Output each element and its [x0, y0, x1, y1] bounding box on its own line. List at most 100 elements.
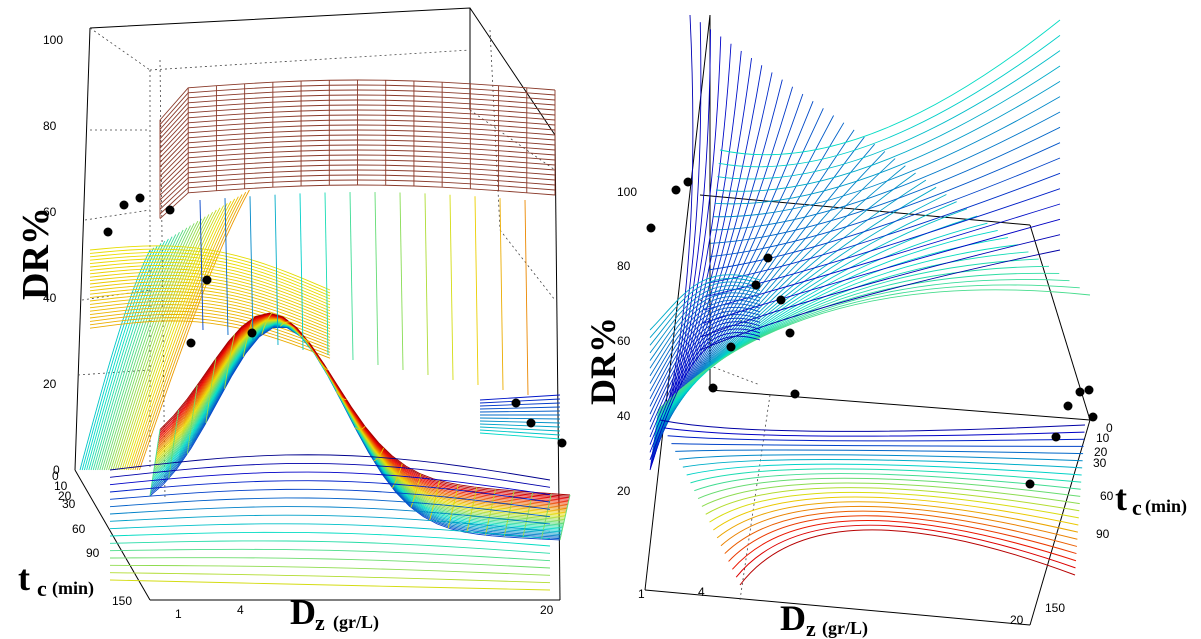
- left-mesh-line: [79, 249, 151, 471]
- right-mesh-line: [649, 292, 761, 369]
- left-mesh-line: [109, 579, 551, 591]
- right-y-axis-unit: (min): [1145, 496, 1187, 517]
- right-data-point: [1084, 385, 1094, 395]
- right-mesh-line: [649, 274, 761, 331]
- left-mesh-line: [90, 238, 169, 471]
- left-mesh-line: [474, 196, 479, 386]
- left-mesh-line: [109, 462, 551, 488]
- left-mesh-line: [109, 497, 551, 518]
- left-mesh-line: [391, 463, 403, 489]
- left-z-tick-label: 20: [43, 377, 57, 391]
- left-mesh-line: [522, 492, 534, 539]
- right-mesh-line: [714, 80, 1061, 205]
- left-y-axis-main: t: [18, 558, 30, 598]
- left-mesh-line: [424, 193, 429, 376]
- right-surface-mesh: [649, 14, 1091, 471]
- right-mesh-line: [649, 328, 761, 445]
- right-y-axis-label: t c (min): [1115, 478, 1187, 520]
- right-mesh-line: [649, 303, 761, 392]
- left-z-tick-label: 80: [43, 119, 57, 133]
- left-mesh-line: [108, 220, 199, 471]
- left-mesh-line: [86, 243, 162, 471]
- left-mesh-line: [123, 205, 225, 471]
- left-mesh-line: [298, 334, 310, 343]
- right-contour-line: [697, 477, 1081, 500]
- left-mesh-line: [97, 232, 180, 471]
- left-mesh-line: [109, 514, 551, 532]
- left-x-tick-label: 20: [540, 603, 554, 617]
- right-mesh-line: [649, 296, 761, 377]
- left-z-tick-label: 100: [43, 33, 63, 47]
- right-z-tick-label: 80: [617, 259, 631, 273]
- right-x-axis-sub: z: [806, 616, 816, 639]
- left-data-point: [526, 418, 536, 428]
- right-z-tick-label: 60: [617, 334, 631, 348]
- left-mesh-line: [479, 429, 561, 436]
- left-mesh-line: [479, 417, 561, 420]
- right-x-axis-unit: (gr/L): [822, 618, 868, 639]
- right-contour-line: [675, 449, 1084, 455]
- left-mesh-line: [479, 426, 561, 432]
- right-y-tick-label: 20: [1094, 445, 1108, 459]
- right-contour-line: [720, 505, 1078, 547]
- right-z-tick-labels: 100 80 60 40 20: [617, 185, 637, 498]
- left-mesh-line: [89, 291, 331, 332]
- right-x-tick-label: 4: [698, 585, 705, 599]
- right-z-tick-label: 100: [617, 185, 637, 199]
- left-mesh-line: [89, 255, 331, 300]
- left-z-tick-label: 40: [43, 291, 57, 305]
- right-z-axis-label: DR%: [583, 317, 623, 405]
- left-mesh-line: [373, 447, 385, 462]
- right-contour-line: [713, 496, 1079, 531]
- left-mesh-line: [249, 196, 254, 341]
- right-x-tick-label: 20: [1010, 613, 1024, 627]
- left-mesh-line: [168, 409, 180, 479]
- left-y-axis-unit: (min): [52, 578, 94, 599]
- right-data-point: [790, 389, 800, 399]
- left-mesh-line: [89, 245, 331, 291]
- right-mesh-line: [719, 19, 1061, 156]
- right-contour-line: [732, 520, 1077, 570]
- left-mesh-line: [89, 258, 331, 303]
- right-mesh-line: [657, 272, 1060, 415]
- left-mesh-line: [101, 227, 188, 471]
- left-mesh-line: [109, 488, 551, 510]
- right-y-tick-label: 60: [1100, 489, 1114, 503]
- left-mesh-line: [89, 261, 331, 306]
- left-mesh-line: [524, 199, 529, 396]
- left-z-tick-labels: 100 80 60 40 20 0: [43, 33, 63, 477]
- left-mesh-line: [156, 316, 568, 508]
- right-mesh-line: [649, 314, 761, 415]
- left-mesh-line: [89, 307, 331, 347]
- right-contour-line: [709, 491, 1079, 523]
- left-mesh-line: [280, 321, 291, 327]
- right-contour-floor: [659, 419, 1086, 586]
- left-mesh-line: [81, 247, 155, 471]
- left-mesh-line: [89, 313, 331, 353]
- right-y-axis-main: t: [1115, 478, 1127, 518]
- left-data-point: [557, 438, 567, 448]
- left-y-axis-sub: c: [37, 576, 47, 601]
- left-mesh-line: [159, 313, 570, 499]
- left-mesh-line: [89, 320, 331, 359]
- left-surface-mesh: [79, 189, 571, 591]
- left-x-axis-unit: (gr/L): [333, 612, 379, 633]
- left-mesh-line: [125, 203, 228, 471]
- left-mesh-line: [479, 423, 561, 428]
- left-mesh-line: [155, 319, 566, 516]
- left-data-points: [103, 193, 567, 448]
- right-contour-line: [682, 458, 1083, 469]
- right-data-point: [1075, 387, 1085, 397]
- left-y-tick-label: 60: [72, 522, 86, 536]
- right-x-tick-labels: 1 4 20: [638, 585, 1024, 627]
- left-surface-plateau: [159, 79, 556, 220]
- left-x-tick-labels: 1 4 20: [175, 603, 554, 621]
- right-mesh-line: [649, 335, 761, 461]
- right-y-tick-label: 0: [1106, 421, 1113, 435]
- right-mesh-line: [709, 142, 1061, 258]
- left-x-tick-label: 1: [175, 607, 182, 621]
- right-contour-line: [739, 529, 1076, 586]
- right-contour-line: [701, 482, 1080, 507]
